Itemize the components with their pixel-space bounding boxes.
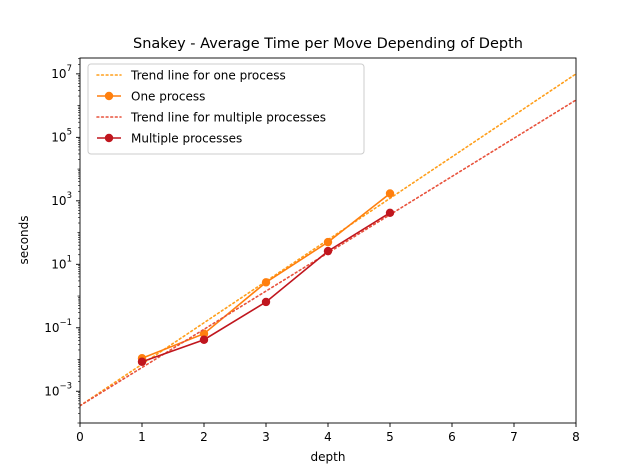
y-tick-label: 10−3: [44, 381, 72, 398]
data-point-multiple-processes-1: [137, 357, 147, 366]
data-point-one-process-5: [385, 189, 395, 198]
legend-label-one-process: One process: [131, 90, 205, 104]
data-point-multiple-processes-5: [385, 208, 395, 217]
axes: 0 1 2 3 4 5 6 7 8 10−3 10−1 101 103 105 107: [44, 57, 580, 444]
x-tick-label: 8: [572, 430, 580, 444]
x-tick-label: 0: [76, 430, 84, 444]
y-tick-label: 105: [51, 127, 72, 144]
data-point-multiple-processes-2: [199, 335, 209, 344]
x-tick-label: 1: [138, 430, 146, 444]
series-group: [80, 73, 576, 407]
legend: Trend line for one process One process Tre…: [87, 63, 365, 155]
y-tick-label: 10−1: [44, 318, 72, 335]
data-point-multiple-processes-3: [261, 297, 271, 307]
plot-area: [80, 73, 576, 407]
data-point-one-process-3: [261, 278, 271, 287]
series-line-one-process: [141, 192, 391, 359]
y-tick-label: 107: [51, 64, 72, 81]
legend-marker-one-process: [104, 91, 114, 101]
x-tick-label: 2: [200, 430, 208, 444]
x-tick-label: 4: [324, 430, 332, 444]
data-point-one-process-2: [199, 329, 209, 338]
chart-title: Snakey - Average Time per Move Depending…: [133, 36, 523, 52]
x-axis-label: depth: [311, 450, 346, 464]
legend-box: [87, 63, 365, 155]
legend-label-trend-line-for-one-process: Trend line for one process: [130, 69, 286, 83]
y-tick-label: 103: [51, 191, 72, 208]
x-tick-label: 6: [448, 430, 456, 444]
data-point-multiple-processes-4: [323, 246, 333, 256]
y-axis-label: seconds: [17, 215, 31, 264]
data-point-one-process-4: [323, 237, 333, 247]
legend-label-trend-line-for-multiple-processes: Trend line for multiple processes: [130, 111, 326, 125]
legend-label-multiple-processes: Multiple processes: [131, 132, 242, 146]
x-tick-label: 5: [386, 430, 394, 444]
x-tick-label: 7: [510, 430, 518, 444]
y-tick-label: 101: [51, 254, 72, 271]
legend-marker-multiple-processes: [104, 133, 114, 143]
x-tick-label: 3: [262, 430, 270, 444]
